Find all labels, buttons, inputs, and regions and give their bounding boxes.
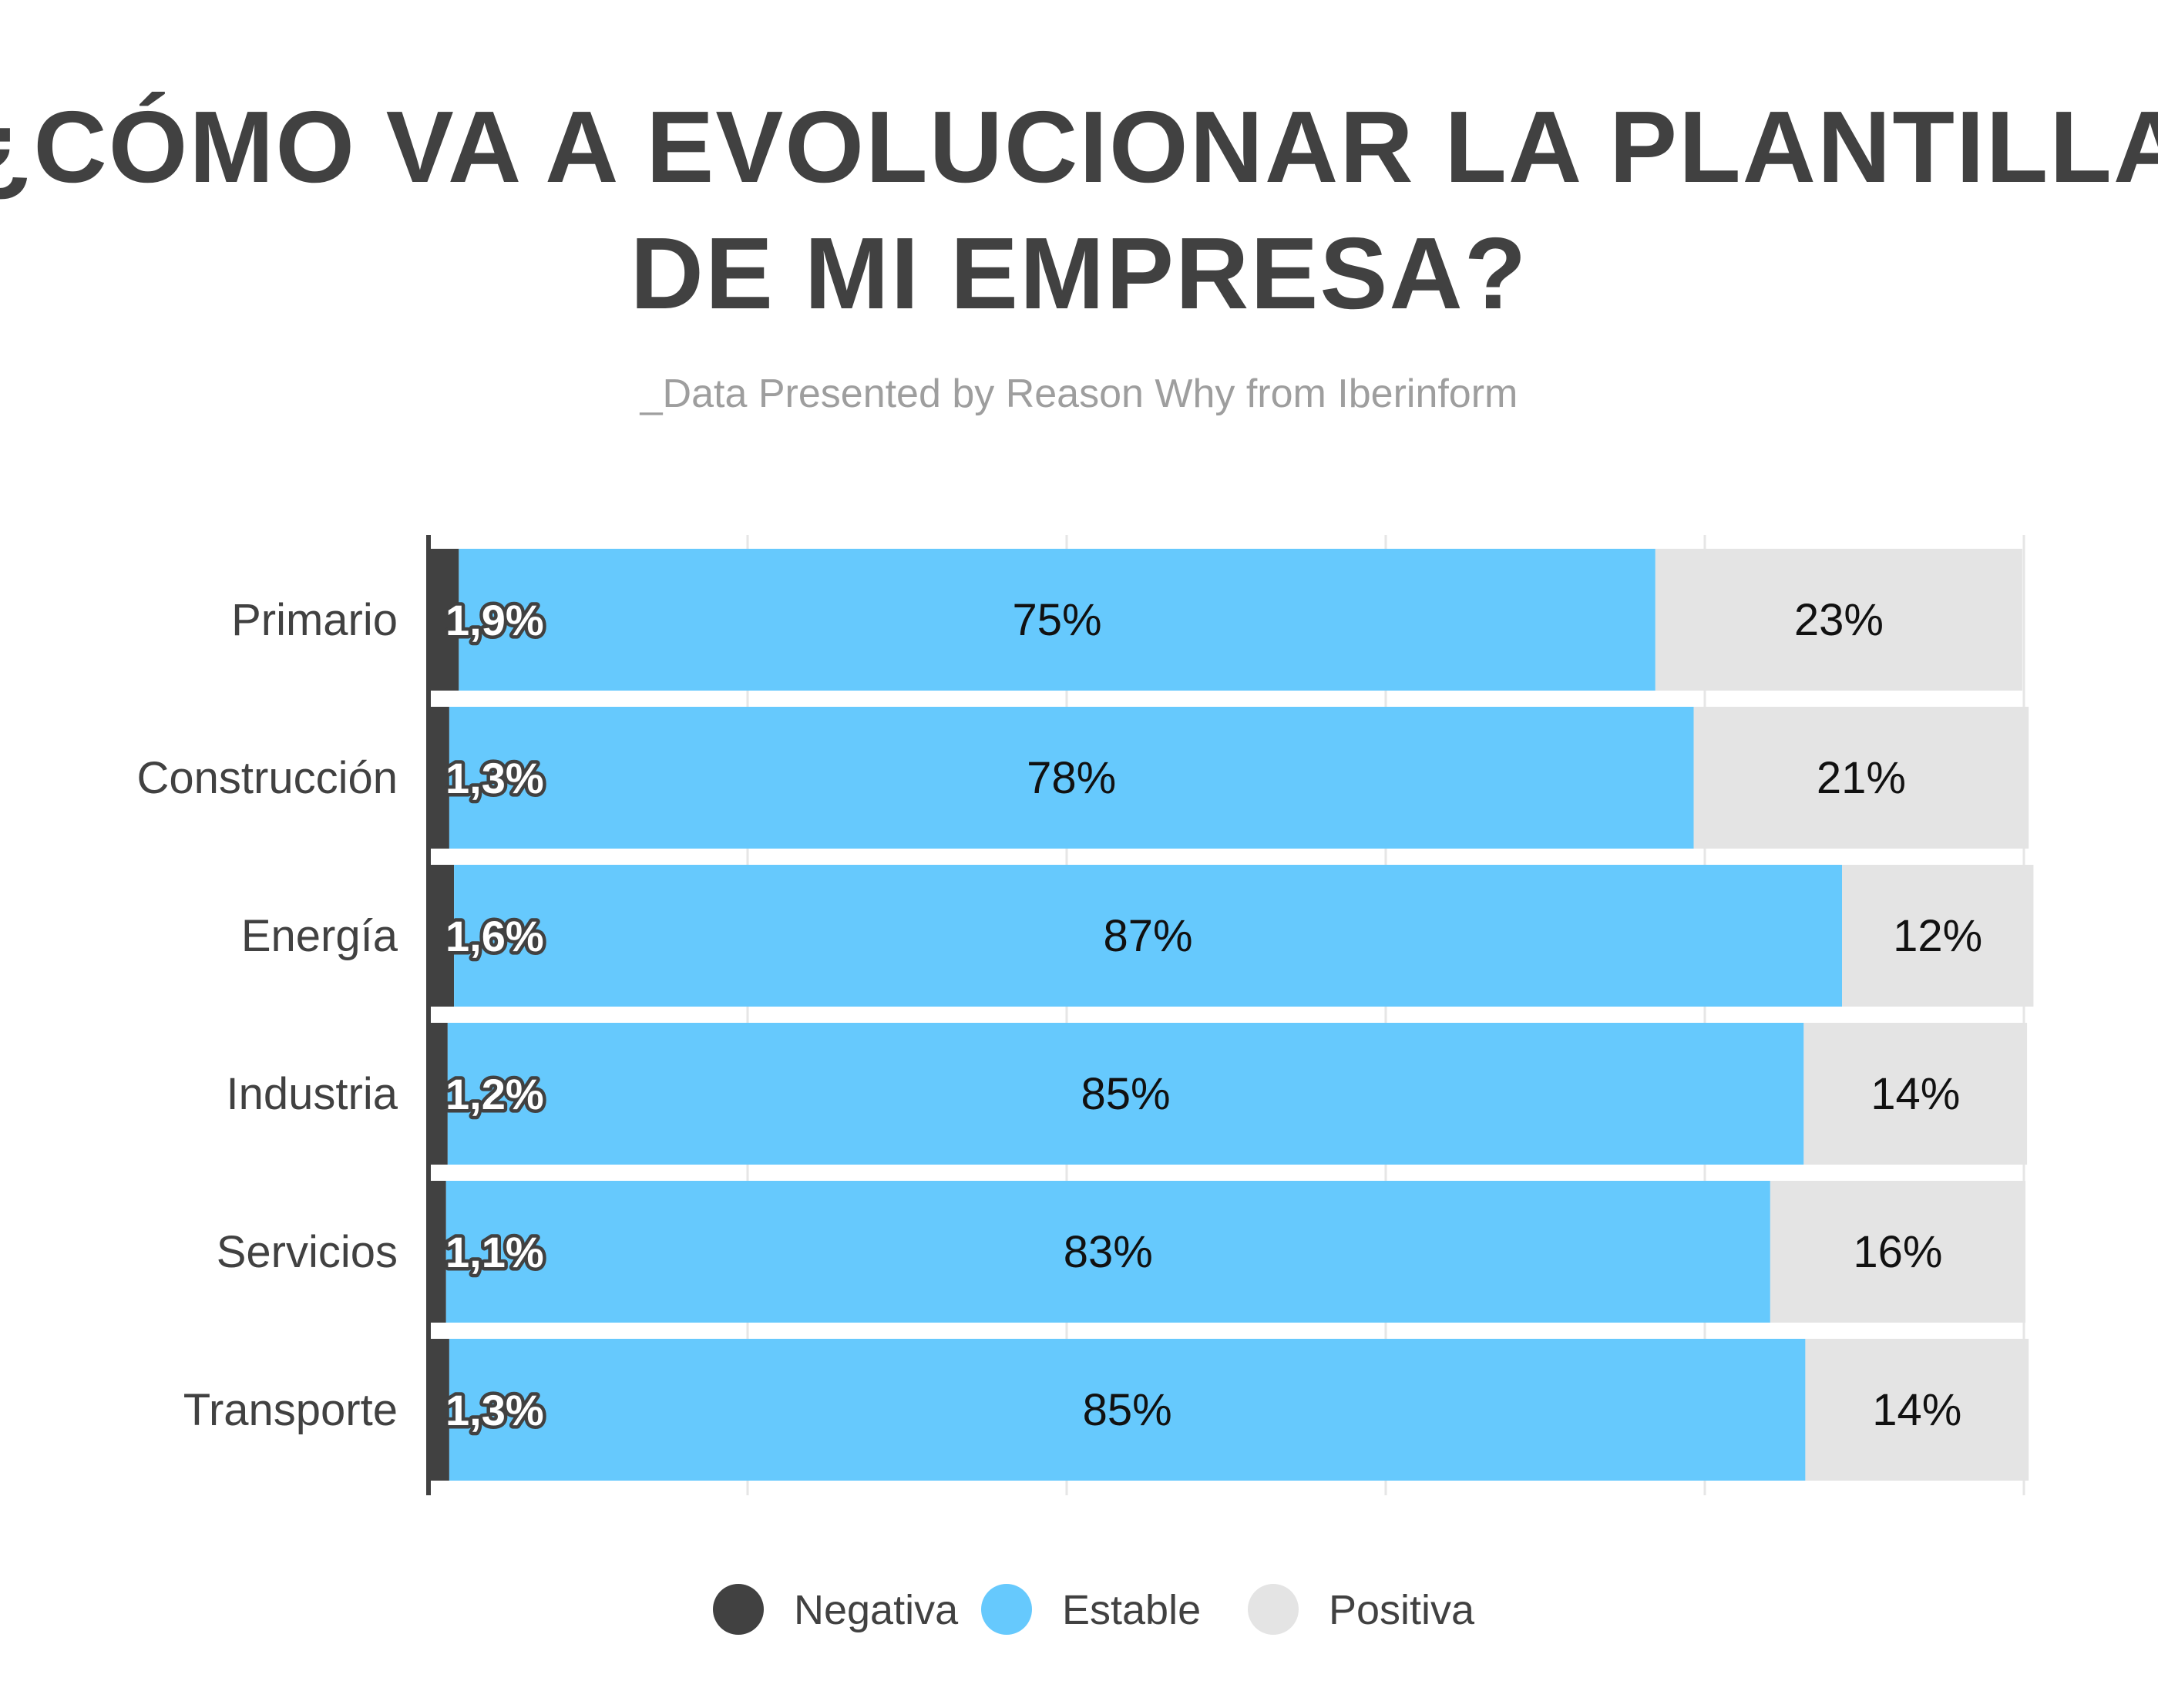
category-label-energia: Energía — [241, 911, 398, 961]
category-label-primario: Primario — [231, 595, 398, 645]
bar-positiva-transporte — [1805, 1339, 2029, 1481]
grid-lines — [746, 535, 2025, 1495]
legend-swatch-estable — [981, 1584, 1032, 1635]
category-labels: Primario Construcción Energía Industria Serv… — [137, 595, 398, 1435]
bar-positiva-energia — [1842, 865, 2034, 1007]
value-label-negativa-industria: 1,2% — [445, 1070, 544, 1118]
bar-negativa-primario — [429, 549, 459, 691]
value-label-positiva-transporte: 14% — [1872, 1385, 1961, 1435]
bar-estable-primario — [459, 549, 1655, 691]
bar-estable-construccion — [449, 707, 1694, 849]
value-label-positiva-primario: 23% — [1794, 595, 1884, 645]
value-label-positiva-servicios: 16% — [1853, 1227, 1942, 1277]
chart-title-line-1: ¿CÓMO VA A EVOLUCIONAR LA PLANTILLA — [0, 90, 2158, 203]
value-label-negativa-construccion: 1,3% — [445, 754, 544, 802]
value-label-estable-construccion: 78% — [1027, 753, 1116, 803]
category-label-transporte: Transporte — [183, 1385, 398, 1435]
value-label-positiva-industria: 14% — [1871, 1069, 1960, 1119]
chart-subtitle: _Data Presented by Reason Why from Iberi… — [640, 372, 1518, 416]
bar-positiva-construccion — [1693, 707, 2029, 849]
bars — [429, 549, 2034, 1481]
bar-negativa-industria — [429, 1023, 448, 1165]
value-label-negativa-primario: 1,9% — [445, 596, 544, 644]
bar-negativa-transporte — [429, 1339, 449, 1481]
bar-positiva-primario — [1655, 549, 2022, 691]
bar-negativa-servicios — [429, 1181, 446, 1323]
value-label-negativa-transporte: 1,3% — [445, 1386, 544, 1434]
value-label-positiva-construccion: 21% — [1817, 753, 1906, 803]
category-label-industria: Industria — [227, 1069, 398, 1119]
bar-positiva-servicios — [1770, 1181, 2026, 1323]
value-label-negativa-energia: 1,6% — [445, 912, 544, 960]
bar-estable-servicios — [445, 1181, 1770, 1323]
value-label-estable-energia: 87% — [1104, 911, 1193, 961]
legend-label-negativa: Negativa — [794, 1587, 959, 1633]
bar-negativa-energia — [429, 865, 455, 1007]
legend-swatch-positiva — [1248, 1584, 1299, 1635]
category-label-construccion: Construcción — [137, 753, 398, 803]
bar-negativa-construccion — [429, 707, 449, 849]
value-label-negativa-servicios: 1,1% — [445, 1228, 544, 1276]
legend: Negativa Estable Positiva — [713, 1584, 1475, 1635]
bar-estable-transporte — [449, 1339, 1806, 1481]
value-label-estable-transporte: 85% — [1083, 1385, 1172, 1435]
legend-swatch-negativa — [713, 1584, 764, 1635]
legend-label-positiva: Positiva — [1329, 1587, 1475, 1633]
bar-estable-energia — [454, 865, 1843, 1007]
bar-estable-industria — [447, 1023, 1804, 1165]
legend-label-estable: Estable — [1062, 1587, 1201, 1633]
value-label-estable-primario: 75% — [1013, 595, 1102, 645]
value-label-positiva-energia: 12% — [1893, 911, 1982, 961]
value-label-estable-industria: 85% — [1081, 1069, 1171, 1119]
category-label-servicios: Servicios — [217, 1227, 398, 1277]
chart-title-line-2: DE MI EMPRESA? — [630, 217, 1528, 330]
value-label-estable-servicios: 83% — [1064, 1227, 1153, 1277]
value-labels: 1,9% 75% 23% 1,3% 78% 21% 1,6% 87% 12% 1,2% 85% 14%… — [442, 593, 1983, 1438]
bar-positiva-industria — [1803, 1023, 2028, 1165]
